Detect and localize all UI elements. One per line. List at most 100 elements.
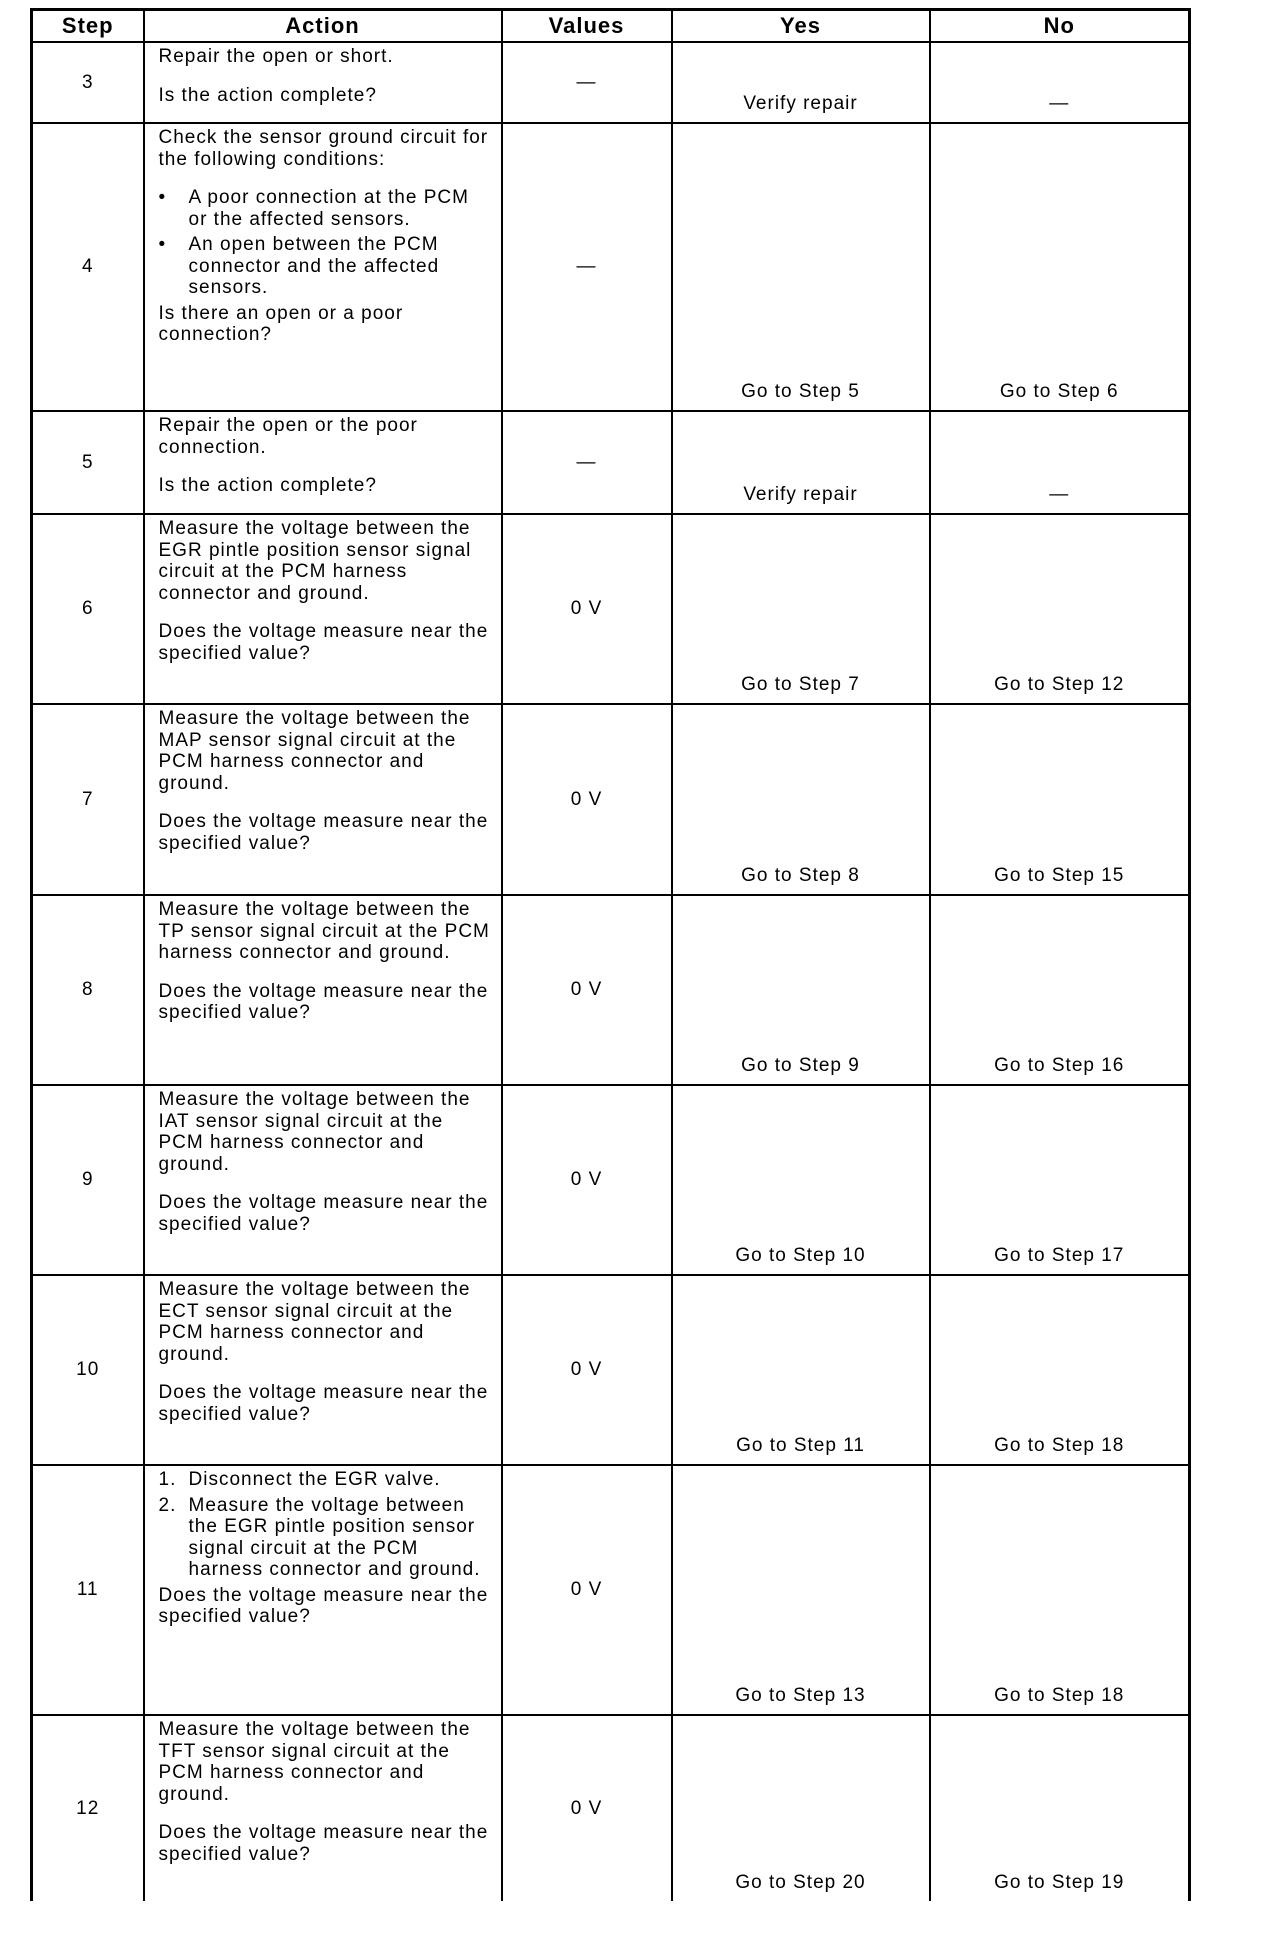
values-cell: — (500, 122, 673, 412)
values-cell: 0 V (500, 894, 673, 1086)
action-text: Does the voltage measure near the specif… (158, 621, 489, 664)
action-text: Does the voltage measure near the specif… (158, 1192, 489, 1235)
yes-cell: Go to Step 13 (670, 1464, 931, 1716)
action-text: Is the action complete? (158, 475, 377, 496)
step-cell: 12 (30, 1714, 145, 1901)
action-text: Check the sensor ground circuit for the … (158, 127, 489, 170)
no-cell: Go to Step 17 (928, 1084, 1191, 1276)
list-item: • A poor connection at the PCM or the aff… (159, 187, 491, 230)
action-text: Measure the voltage between the TFT sens… (158, 1719, 471, 1805)
yes-cell: Go to Step 8 (670, 703, 931, 896)
no-cell: Go to Step 19 (928, 1714, 1191, 1901)
action-cell: Measure the voltage between the MAP sens… (142, 703, 503, 896)
values-cell: 0 V (500, 1714, 673, 1901)
action-text: Does the voltage measure near the specif… (158, 811, 489, 854)
action-cell: Measure the voltage between the EGR pint… (142, 513, 503, 705)
column-header: Yes (670, 8, 931, 43)
yes-cell: Go to Step 11 (670, 1274, 931, 1466)
action-text: Is there an open or a poor connection? (158, 302, 404, 346)
list-item: • An open between the PCM connector and t… (159, 234, 491, 299)
action-text: Does the voltage measure near the specif… (158, 1382, 489, 1425)
action-cell: 1. Disconnect the EGR valve. 2. Measure the… (142, 1464, 503, 1716)
column-header: Action (142, 8, 503, 43)
step-cell: 7 (30, 703, 145, 896)
list-marker: • (158, 234, 167, 255)
list-marker: 1. (158, 1469, 177, 1490)
table-row: 5 Repair the open or the poor connection.… (30, 410, 1191, 515)
action-text: Repair the open or the poor connection. (158, 415, 418, 458)
action-cell: Measure the voltage between the TFT sens… (142, 1714, 503, 1901)
no-cell: — (928, 410, 1191, 515)
list-text: A poor connection at the PCM or the affe… (188, 187, 469, 230)
step-cell: 6 (30, 513, 145, 705)
values-cell: — (500, 410, 673, 515)
no-cell: Go to Step 16 (928, 894, 1191, 1086)
action-text: Does the voltage measure near the specif… (158, 1822, 489, 1865)
table-row: 12 Measure the voltage between the TFT se… (30, 1714, 1191, 1901)
list-item: 2. Measure the voltage between the EGR pi… (159, 1495, 491, 1581)
no-cell: Go to Step 6 (928, 122, 1191, 412)
action-text: Measure the voltage between the TP senso… (158, 899, 490, 963)
values-cell: 0 V (500, 1464, 673, 1716)
list-text: Disconnect the EGR valve. (188, 1469, 441, 1490)
yes-cell: Go to Step 7 (670, 513, 931, 705)
action-text: Does the voltage measure near the specif… (158, 1584, 489, 1628)
table-row: 9 Measure the voltage between the IAT sen… (30, 1084, 1191, 1276)
step-cell: 3 (30, 41, 145, 124)
table-row: 11 1. Disconnect the EGR valve. 2. Measure t… (30, 1464, 1191, 1716)
table-row: 7 Measure the voltage between the MAP sen… (30, 703, 1191, 896)
list-marker: • (158, 187, 167, 208)
list-text: An open between the PCM connector and th… (188, 234, 440, 298)
list-text: Measure the voltage between the EGR pint… (188, 1494, 481, 1581)
yes-cell: Go to Step 20 (670, 1714, 931, 1901)
list-marker: 2. (158, 1494, 177, 1516)
values-cell: 0 V (500, 703, 673, 896)
table-row: 10 Measure the voltage between the ECT se… (30, 1274, 1191, 1466)
column-header: Step (30, 8, 145, 43)
action-text: Measure the voltage between the ECT sens… (158, 1279, 471, 1365)
no-cell: Go to Step 18 (928, 1464, 1191, 1716)
no-cell: Go to Step 18 (928, 1274, 1191, 1466)
step-cell: 5 (30, 410, 145, 515)
yes-cell: Verify repair (670, 41, 931, 124)
action-text: Measure the voltage between the EGR pint… (158, 518, 472, 604)
step-cell: 10 (30, 1274, 145, 1466)
table-row: 6 Measure the voltage between the EGR pin… (30, 513, 1191, 705)
yes-cell: Go to Step 5 (670, 122, 931, 412)
column-header: No (928, 8, 1191, 43)
no-cell: Go to Step 15 (928, 703, 1191, 896)
action-text: Is the action complete? (158, 84, 377, 106)
action-text: Does the voltage measure near the specif… (158, 980, 489, 1024)
yes-cell: Go to Step 10 (670, 1084, 931, 1276)
action-cell: Measure the voltage between the IAT sens… (142, 1084, 503, 1276)
step-cell: 9 (30, 1084, 145, 1276)
values-cell: 0 V (500, 513, 673, 705)
header-row: Step Action Values Yes No (30, 8, 1191, 43)
values-cell: — (500, 41, 673, 124)
no-cell: Go to Step 12 (928, 513, 1191, 705)
table-row: 4 Check the sensor ground circuit for the… (30, 122, 1191, 412)
table-row: 3 Repair the open or short. Is the action … (30, 41, 1191, 124)
step-cell: 8 (30, 894, 145, 1086)
action-text: Repair the open or short. (158, 46, 394, 67)
action-text: Measure the voltage between the MAP sens… (158, 708, 471, 794)
action-text: Measure the voltage between the IAT sens… (158, 1089, 471, 1175)
action-cell: Repair the open or the poor connection. I… (142, 410, 503, 515)
action-cell: Check the sensor ground circuit for the … (142, 122, 503, 412)
action-cell: Measure the voltage between the TP senso… (142, 894, 503, 1086)
no-cell: — (928, 41, 1191, 124)
yes-cell: Go to Step 9 (670, 894, 931, 1086)
table-body: 3 Repair the open or short. Is the action … (30, 41, 1191, 1901)
table-row: 8 Measure the voltage between the TP sens… (30, 894, 1191, 1086)
step-cell: 11 (30, 1464, 145, 1716)
step-cell: 4 (30, 122, 145, 412)
diagnostic-table: Step Action Values Yes No 3 Repair the open o… (30, 8, 1191, 1901)
action-cell: Repair the open or short. Is the action c… (142, 41, 503, 124)
values-cell: 0 V (500, 1274, 673, 1466)
column-header: Values (500, 8, 673, 43)
yes-cell: Verify repair (670, 410, 931, 515)
action-cell: Measure the voltage between the ECT sens… (142, 1274, 503, 1466)
values-cell: 0 V (500, 1084, 673, 1276)
list-item: 1. Disconnect the EGR valve. (159, 1469, 491, 1491)
